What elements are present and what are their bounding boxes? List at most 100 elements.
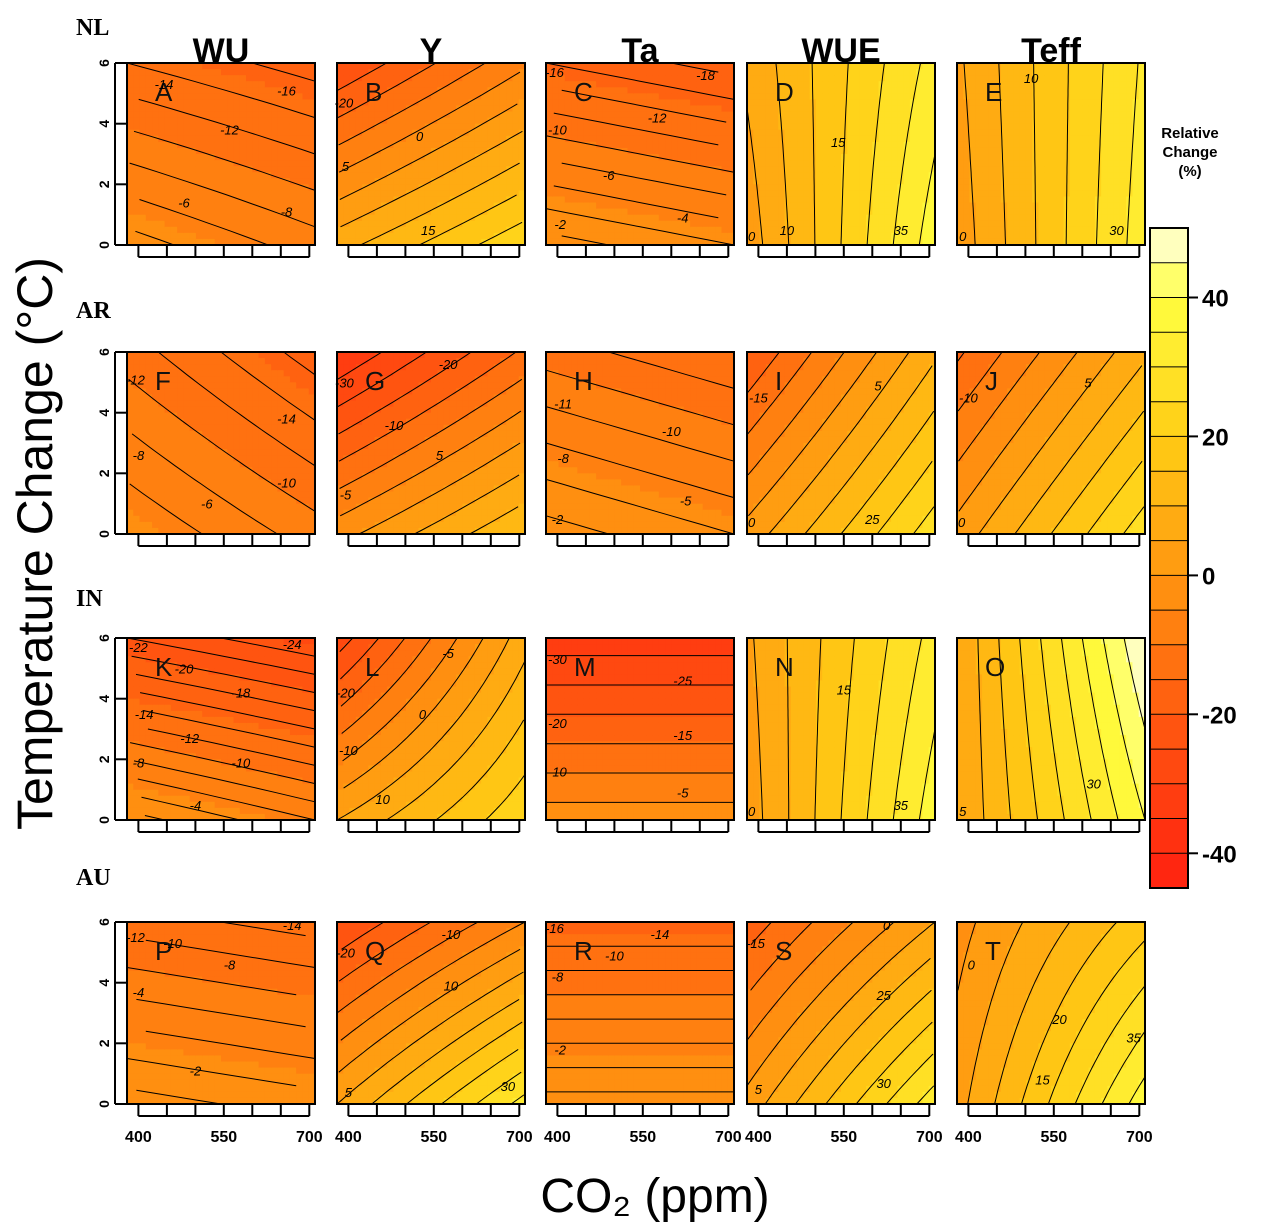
heat-cell [512, 208, 520, 216]
heat-cell [164, 75, 172, 82]
heat-cell [139, 485, 147, 493]
heat-cell [374, 190, 382, 198]
heat-cell [982, 69, 989, 76]
heat-cell [271, 196, 278, 204]
heat-cell [170, 135, 178, 143]
heat-cell [368, 172, 376, 179]
heat-cell [828, 123, 836, 131]
heat-cell [183, 238, 191, 246]
heat-cell [1013, 111, 1021, 119]
heat-cell [493, 178, 501, 185]
heat-cell [481, 196, 488, 204]
heat-cell [784, 87, 792, 94]
heat-cell [1007, 129, 1014, 137]
heat-cell [1019, 93, 1027, 100]
heat-cell [577, 123, 585, 131]
heat-cell [208, 184, 216, 191]
heat-cell [614, 111, 622, 119]
heat-cell [790, 105, 798, 113]
heat-cell [1051, 99, 1058, 107]
heat-cell [834, 202, 842, 210]
heat-cell [903, 117, 911, 125]
heat-cell [577, 208, 585, 216]
heat-cell [177, 388, 184, 396]
heat-cell [183, 81, 191, 88]
heat-cell [897, 232, 905, 240]
heat-cell [988, 111, 996, 119]
heat-cell [183, 418, 191, 426]
heat-cell [283, 184, 291, 191]
heat-cell [702, 63, 710, 70]
heat-cell [380, 178, 388, 185]
heat-cell [252, 178, 260, 185]
heat-cell [202, 485, 210, 493]
heat-cell [975, 93, 983, 100]
heat-cell [872, 105, 880, 113]
heat-cell [208, 376, 216, 383]
heat-cell [1138, 147, 1146, 155]
heat-cell [1138, 238, 1146, 246]
heat-cell [468, 123, 476, 131]
heat-cell [443, 129, 451, 137]
heat-cell [608, 232, 616, 240]
heat-cell [1082, 63, 1090, 70]
heat-cell [289, 111, 297, 119]
heat-cell [158, 63, 166, 70]
heat-cell [841, 117, 848, 125]
heat-cell [652, 160, 660, 167]
heat-cell [988, 87, 996, 94]
heat-cell [139, 184, 147, 191]
heat-cell [797, 214, 804, 222]
heat-cell [640, 208, 647, 216]
heat-cell [418, 93, 426, 100]
heat-cell [227, 226, 235, 234]
heat-cell [1138, 202, 1146, 210]
heat-cell [759, 208, 767, 216]
heat-cell [158, 208, 166, 216]
heat-cell [878, 87, 886, 94]
heat-cell [690, 135, 697, 143]
heat-cell [602, 238, 610, 246]
heat-cell [221, 166, 228, 173]
heat-cell [1088, 147, 1096, 155]
heat-cell [665, 75, 672, 82]
heat-cell [170, 178, 178, 185]
heat-cell [671, 184, 679, 191]
heat-cell [558, 129, 566, 137]
contour-label: 35 [894, 223, 909, 238]
heat-cell [487, 117, 495, 125]
heat-cell [608, 154, 616, 161]
heat-cell [571, 184, 578, 191]
heat-cell [1019, 178, 1027, 185]
heat-cell [258, 160, 266, 167]
panel-F: F-12-14-8-10-6 [126, 351, 316, 535]
heat-cell [170, 406, 178, 414]
heat-cell [1051, 226, 1058, 234]
heat-cell [696, 166, 704, 173]
heat-cell [1007, 117, 1014, 125]
heat-cell [614, 135, 622, 143]
heat-cell [602, 184, 610, 191]
heat-cell [784, 190, 792, 198]
heat-cell [1038, 93, 1046, 100]
heat-cell [462, 87, 470, 94]
heat-cell [596, 202, 603, 210]
heat-cell [456, 190, 463, 198]
heat-cell [343, 147, 351, 155]
heat-cell [1138, 166, 1146, 173]
heat-cell [1044, 154, 1052, 161]
heat-cell [202, 238, 210, 246]
heat-cell [512, 232, 520, 240]
heat-cell [177, 69, 184, 76]
heat-cell [571, 190, 578, 198]
heat-cell [164, 105, 172, 113]
heat-cell [1032, 105, 1040, 113]
heat-cell [152, 370, 159, 377]
panel-letter: C [574, 77, 593, 107]
heat-cell [506, 129, 514, 137]
heat-cell [183, 364, 191, 371]
heat-cell [449, 232, 457, 240]
heat-cell [183, 147, 191, 155]
heat-cell [1082, 166, 1090, 173]
heat-cell [747, 172, 754, 179]
